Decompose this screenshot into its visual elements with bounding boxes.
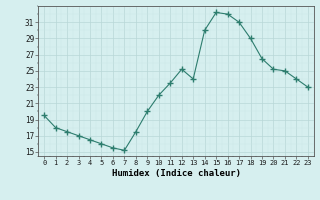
X-axis label: Humidex (Indice chaleur): Humidex (Indice chaleur) bbox=[111, 169, 241, 178]
